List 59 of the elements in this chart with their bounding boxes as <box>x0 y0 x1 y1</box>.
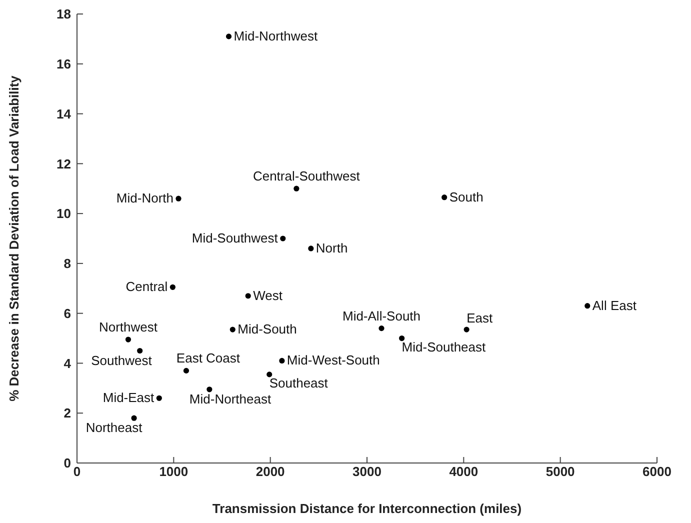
x-tick-label: 3000 <box>352 464 382 480</box>
point <box>226 34 232 40</box>
annotation: East Coast <box>176 350 240 366</box>
y-axis-title: % Decrease in Standard Deviation of Load Variability <box>6 74 22 402</box>
point <box>442 194 448 200</box>
point <box>176 196 182 202</box>
x-tick-label: 4000 <box>449 464 478 480</box>
x-tick-label: 5000 <box>546 464 575 480</box>
annotation: Southwest <box>91 352 152 368</box>
x-axis-title: Transmission Distance for Interconnection (miles) <box>212 501 522 516</box>
y-tick-label: 18 <box>56 6 71 22</box>
annotation: Mid-Southeast <box>402 339 486 354</box>
point <box>308 246 314 252</box>
annotation: Northwest <box>98 320 158 335</box>
annotation: Mid-East <box>102 390 155 406</box>
annotation: Mid-Northwest <box>234 28 318 44</box>
annotation: Central-Southwest <box>252 168 360 184</box>
point <box>125 336 132 342</box>
point <box>279 358 285 364</box>
annotation: Central <box>126 279 168 294</box>
annotation: East <box>466 310 493 326</box>
y-tick-label: 16 <box>56 56 71 72</box>
annotation: Mid-North <box>116 190 174 206</box>
annotation: Mid-West-South <box>286 352 380 368</box>
annotation: All East <box>592 298 637 313</box>
annotation: South <box>449 189 484 204</box>
point <box>280 236 286 242</box>
y-tick-label: 14 <box>56 106 72 122</box>
point <box>206 386 212 392</box>
annotation: Northeast <box>86 420 143 436</box>
y-tick-label: 2 <box>64 406 71 421</box>
x-tick-label: 6000 <box>642 464 672 480</box>
point <box>156 395 162 401</box>
point <box>378 326 384 332</box>
y-tick-label: 8 <box>64 256 71 272</box>
annotation: Mid-Northeast <box>189 391 272 406</box>
y-tick-label: 12 <box>56 156 71 172</box>
point <box>584 303 590 309</box>
x-tick-label: 1000 <box>159 464 188 480</box>
point <box>137 348 143 354</box>
point <box>294 186 300 192</box>
y-tick-label: 10 <box>56 206 71 222</box>
point <box>131 415 137 421</box>
annotation: West <box>253 288 283 303</box>
annotation: North <box>316 240 348 256</box>
point <box>266 372 272 378</box>
annotation: Mid-South <box>238 322 297 337</box>
point <box>399 335 405 342</box>
point <box>170 284 176 290</box>
annotation: Mid-Southwest <box>192 230 278 246</box>
x-tick-label: 2000 <box>256 464 285 480</box>
point <box>464 326 470 332</box>
point <box>245 293 251 299</box>
y-tick-label: 4 <box>64 356 72 371</box>
point <box>183 368 190 374</box>
annotation: Mid-All-South <box>342 308 421 324</box>
point <box>230 326 236 332</box>
y-tick-label: 6 <box>64 306 71 321</box>
annotation: Southeast <box>269 375 328 390</box>
